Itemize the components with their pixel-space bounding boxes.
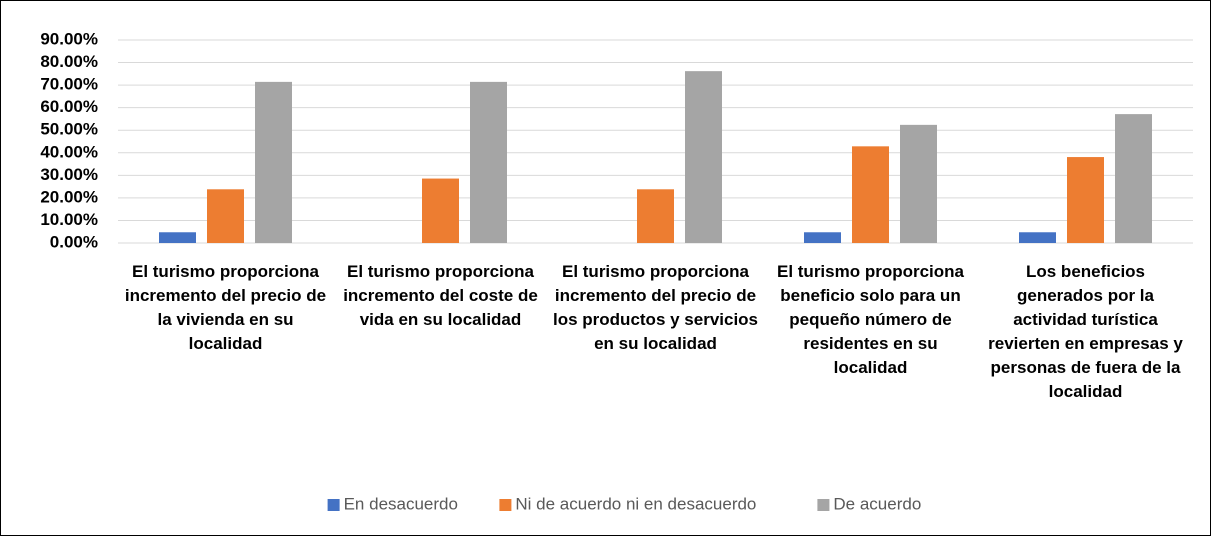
y-tick-label: 50.00% — [40, 120, 98, 139]
legend-swatch — [817, 499, 830, 511]
x-tick-label: El turismo proporciona incremento del pr… — [553, 262, 759, 353]
bar — [1019, 232, 1056, 243]
bar — [470, 81, 507, 243]
y-tick-label: 60.00% — [40, 97, 98, 116]
legend-label: En desacuerdo — [344, 494, 458, 513]
bar — [207, 189, 244, 243]
bar — [804, 232, 841, 243]
x-tick-label: Los beneficios generados por la activida… — [988, 262, 1183, 401]
x-tick-label: El turismo proporciona incremento del co… — [343, 262, 538, 329]
y-tick-label: 80.00% — [40, 52, 98, 71]
bar — [852, 146, 889, 243]
y-tick-label: 70.00% — [40, 75, 98, 94]
y-tick-label: 10.00% — [40, 210, 98, 229]
bar — [255, 81, 292, 243]
x-tick-label: El turismo proporciona incremento del pr… — [124, 262, 327, 353]
y-tick-label: 40.00% — [40, 142, 98, 161]
bar — [159, 232, 196, 243]
y-tick-label: 30.00% — [40, 165, 98, 184]
bar — [900, 124, 937, 243]
legend-swatch — [499, 499, 512, 511]
bar — [685, 71, 722, 243]
legend-swatch — [327, 499, 340, 511]
y-tick-label: 90.00% — [40, 29, 98, 48]
bar — [1115, 114, 1152, 243]
x-tick-label: El turismo proporciona beneficio solo pa… — [776, 262, 965, 377]
legend-label: De acuerdo — [833, 494, 921, 513]
bar — [637, 189, 674, 243]
legend-label: Ni de acuerdo ni en desacuerdo — [515, 494, 756, 513]
bar — [1067, 157, 1104, 243]
y-tick-label: 20.00% — [40, 187, 98, 206]
y-tick-label: 0.00% — [50, 232, 98, 251]
bar — [422, 178, 459, 243]
